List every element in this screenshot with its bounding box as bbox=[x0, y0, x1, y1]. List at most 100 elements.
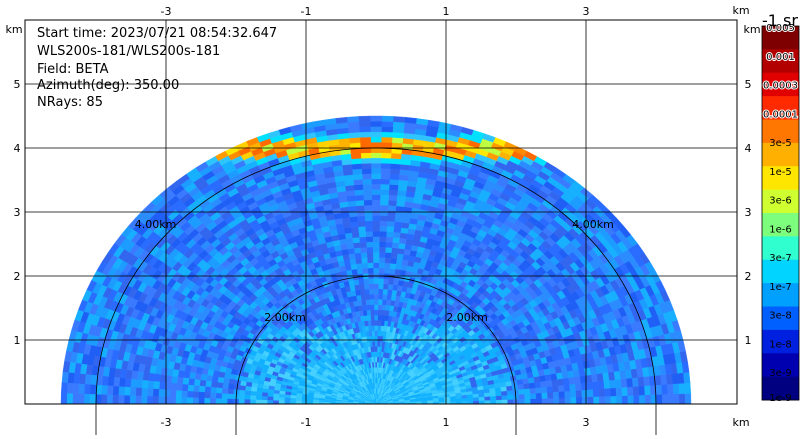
beta-cell bbox=[380, 195, 389, 201]
beta-cell bbox=[565, 397, 571, 404]
azimuth-text: Azimuth(deg): 350.00 bbox=[37, 78, 179, 93]
beta-cell bbox=[373, 268, 379, 273]
beta-cell bbox=[262, 396, 268, 400]
beta-cell bbox=[628, 395, 634, 404]
beta-cell bbox=[370, 116, 382, 121]
beta-cell bbox=[361, 158, 371, 164]
beta-cell bbox=[381, 320, 385, 326]
colorbar-label: 3e-9 bbox=[769, 368, 792, 379]
beta-cell bbox=[182, 384, 188, 391]
beta-cell bbox=[632, 377, 639, 386]
beta-cell bbox=[176, 391, 182, 398]
beta-cell bbox=[382, 127, 393, 133]
beta-cell bbox=[540, 381, 547, 387]
colorbar-label: 0.0003 bbox=[763, 81, 798, 92]
beta-cell bbox=[170, 397, 176, 404]
beta-cell bbox=[136, 396, 142, 404]
beta-cell bbox=[367, 263, 373, 269]
beta-cell bbox=[216, 399, 222, 404]
beta-cell bbox=[307, 399, 313, 402]
beta-cell bbox=[363, 279, 368, 285]
beta-cell bbox=[205, 381, 212, 387]
beta-cell bbox=[383, 279, 388, 285]
beta-cell bbox=[370, 121, 381, 126]
beta-cell bbox=[216, 393, 222, 399]
beta-cell bbox=[634, 395, 640, 404]
beta-cell bbox=[153, 397, 159, 405]
beta-cell bbox=[386, 300, 391, 306]
beta-cell bbox=[496, 396, 502, 400]
beta-cell bbox=[627, 387, 633, 396]
beta-cell bbox=[599, 389, 605, 397]
beta-cell bbox=[372, 210, 380, 215]
beta-cell bbox=[364, 200, 372, 206]
beta-cell bbox=[62, 372, 69, 383]
beta-cell bbox=[181, 397, 187, 404]
colorbar-label: 3e-7 bbox=[769, 253, 792, 264]
beta-cell bbox=[194, 379, 201, 386]
beta-cell bbox=[369, 289, 374, 294]
beta-cell bbox=[371, 163, 381, 168]
beta-cell bbox=[485, 400, 491, 404]
beta-cell bbox=[378, 289, 383, 294]
beta-cell bbox=[379, 237, 386, 242]
beta-cell bbox=[396, 206, 405, 212]
beta-cell bbox=[366, 237, 373, 242]
beta-cell bbox=[388, 200, 397, 206]
beta-cell bbox=[359, 121, 371, 127]
beta-cell bbox=[372, 221, 379, 226]
beta-cell bbox=[381, 153, 391, 159]
beta-cell bbox=[354, 184, 363, 190]
beta-cell bbox=[375, 336, 378, 341]
beta-cell bbox=[380, 216, 388, 222]
beta-cell bbox=[141, 388, 147, 396]
beta-cell bbox=[564, 384, 570, 391]
beta-cell bbox=[393, 116, 405, 122]
beta-cell bbox=[363, 189, 372, 195]
beta-cell bbox=[177, 377, 184, 384]
beta-cell bbox=[373, 252, 379, 257]
beta-cell bbox=[378, 299, 382, 304]
beta-cell bbox=[375, 331, 378, 336]
beta-cell bbox=[378, 320, 382, 325]
colorbar-label: 0.0001 bbox=[763, 109, 798, 120]
beta-cell bbox=[367, 247, 373, 253]
beta-cell bbox=[101, 385, 107, 395]
beta-cell bbox=[222, 388, 228, 394]
colorbar-label: 1e-9 bbox=[769, 393, 792, 404]
beta-cell bbox=[355, 200, 364, 206]
beta-cell bbox=[374, 326, 377, 331]
x-tick-label-bottom: -3 bbox=[161, 416, 172, 429]
beta-cell bbox=[379, 268, 385, 273]
beta-cell bbox=[536, 398, 542, 404]
beta-cell bbox=[382, 305, 386, 310]
beta-cell bbox=[380, 179, 389, 185]
beta-cell bbox=[656, 385, 662, 395]
range-ring-label: 2.00km bbox=[446, 311, 488, 324]
beta-cell bbox=[381, 163, 391, 169]
beta-cell bbox=[107, 386, 113, 395]
beta-cell bbox=[598, 381, 605, 389]
beta-cell bbox=[381, 315, 385, 321]
beta-cell bbox=[251, 387, 257, 392]
beta-cell bbox=[611, 396, 617, 404]
beta-cell bbox=[388, 279, 394, 285]
beta-cell bbox=[365, 216, 373, 222]
beta-cell bbox=[216, 388, 222, 394]
beta-cell bbox=[356, 205, 364, 211]
beta-cell bbox=[371, 132, 382, 137]
beta-cell bbox=[187, 391, 193, 398]
beta-cell bbox=[587, 389, 593, 397]
beta-cell bbox=[374, 305, 378, 310]
beta-cell bbox=[491, 400, 497, 404]
beta-cell bbox=[355, 253, 362, 259]
beta-cell bbox=[118, 395, 124, 404]
x-tick-label-bottom: 3 bbox=[583, 416, 590, 429]
beta-cell bbox=[227, 399, 233, 404]
beta-cell bbox=[385, 252, 391, 258]
beta-cell bbox=[273, 394, 279, 398]
beta-cell bbox=[380, 184, 389, 190]
beta-cell bbox=[147, 389, 153, 397]
beta-cell bbox=[388, 205, 396, 211]
beta-cell bbox=[365, 294, 370, 300]
